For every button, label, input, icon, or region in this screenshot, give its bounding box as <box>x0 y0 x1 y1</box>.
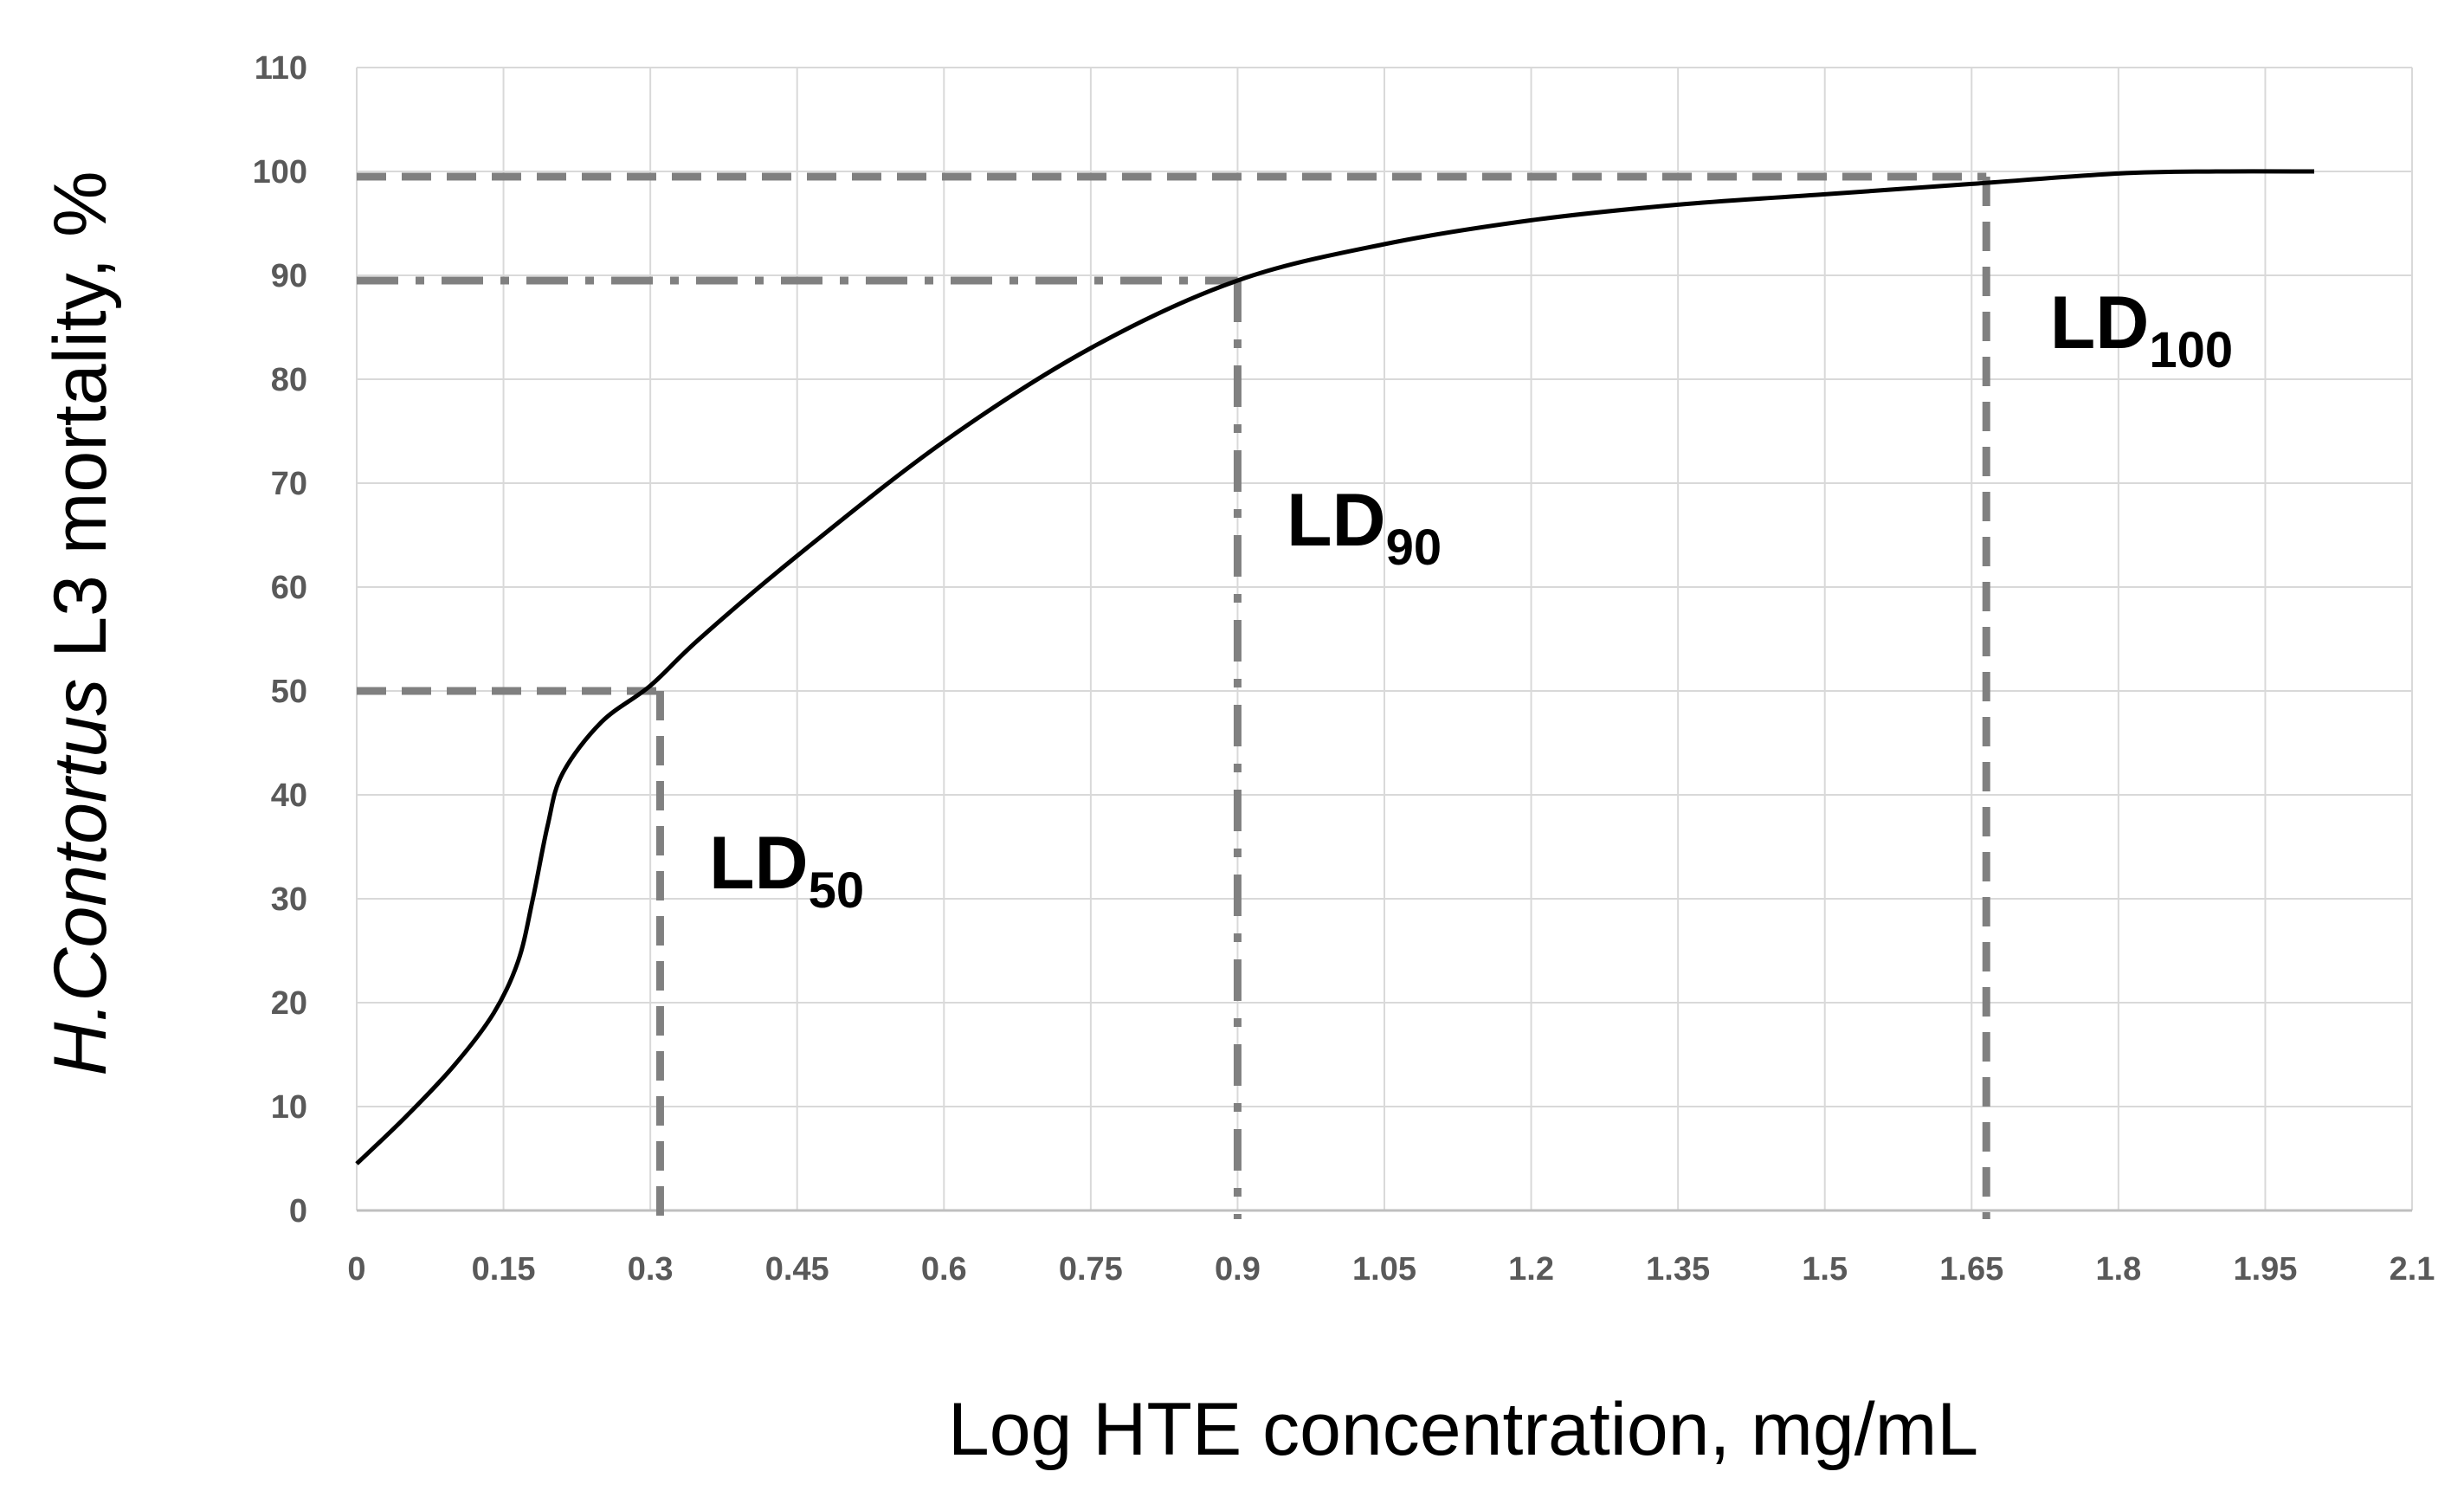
x-tick-label: 1.2 <box>1508 1251 1554 1288</box>
x-tick-label: 0.75 <box>1059 1251 1123 1288</box>
y-tick-label: 80 <box>271 362 307 398</box>
series-line-0 <box>355 169 2315 1165</box>
x-tick-labels: 0 0.15 0.3 0.45 0.6 0.75 0.9 1.05 1.2 1.35 1.5 1.65… <box>347 1251 2435 1288</box>
annotation-ld-100: LD100 <box>2050 281 2233 378</box>
annotation-main: LD <box>1287 479 1386 562</box>
annotation-main: LD <box>2050 281 2150 365</box>
x-tick-label: 1.65 <box>1939 1251 2003 1288</box>
y-tick-label: 10 <box>271 1089 307 1126</box>
annotation-sub: 50 <box>809 862 865 919</box>
y-tick-label: 100 <box>253 154 307 190</box>
x-tick-label: 0 <box>347 1251 365 1288</box>
y-tick-label: 50 <box>271 674 307 710</box>
reference-lines <box>357 172 1990 1219</box>
y-tick-label: 60 <box>271 570 307 606</box>
y-axis-title: H.Contortus L3 mortality, % <box>39 171 122 1075</box>
x-tick-label: 1.8 <box>2095 1251 2141 1288</box>
gridlines <box>356 67 2413 1212</box>
y-tick-label: 0 <box>289 1193 307 1230</box>
x-tick-label: 0.6 <box>921 1251 967 1288</box>
x-tick-label: 0.15 <box>472 1251 536 1288</box>
annotation-ld-50: LD50 <box>709 822 864 919</box>
y-tick-label: 40 <box>271 778 307 814</box>
annotation-sub: 90 <box>1386 520 1442 576</box>
y-axis-title-italic: H.Contortus <box>39 679 122 1076</box>
x-tick-label: 1.35 <box>1646 1251 1710 1288</box>
x-axis-title: Log HTE concentration, mg/mL <box>948 1388 1978 1471</box>
y-tick-label: 70 <box>271 466 307 502</box>
y-tick-label: 20 <box>271 985 307 1022</box>
y-tick-label: 90 <box>271 258 307 294</box>
y-tick-label: 30 <box>271 881 307 918</box>
annotation-sub: 100 <box>2149 322 2233 378</box>
x-tick-label: 1.5 <box>1802 1251 1848 1288</box>
x-tick-label: 0.9 <box>1215 1251 1261 1288</box>
x-tick-label: 1.05 <box>1352 1251 1416 1288</box>
annotation-ld-90: LD90 <box>1287 479 1442 576</box>
x-tick-label: 0.45 <box>765 1251 829 1288</box>
y-tick-labels: 0 10 20 30 40 50 60 70 80 90 100 110 <box>253 50 307 1230</box>
annotation-main: LD <box>709 822 809 905</box>
series-layer <box>355 169 2315 1165</box>
y-tick-label: 110 <box>255 50 307 87</box>
x-tick-label: 1.95 <box>2233 1251 2297 1288</box>
y-axis-title-rest: L3 mortality, % <box>39 171 122 678</box>
x-tick-label: 0.3 <box>628 1251 674 1288</box>
x-tick-label: 2.1 <box>2390 1251 2435 1288</box>
